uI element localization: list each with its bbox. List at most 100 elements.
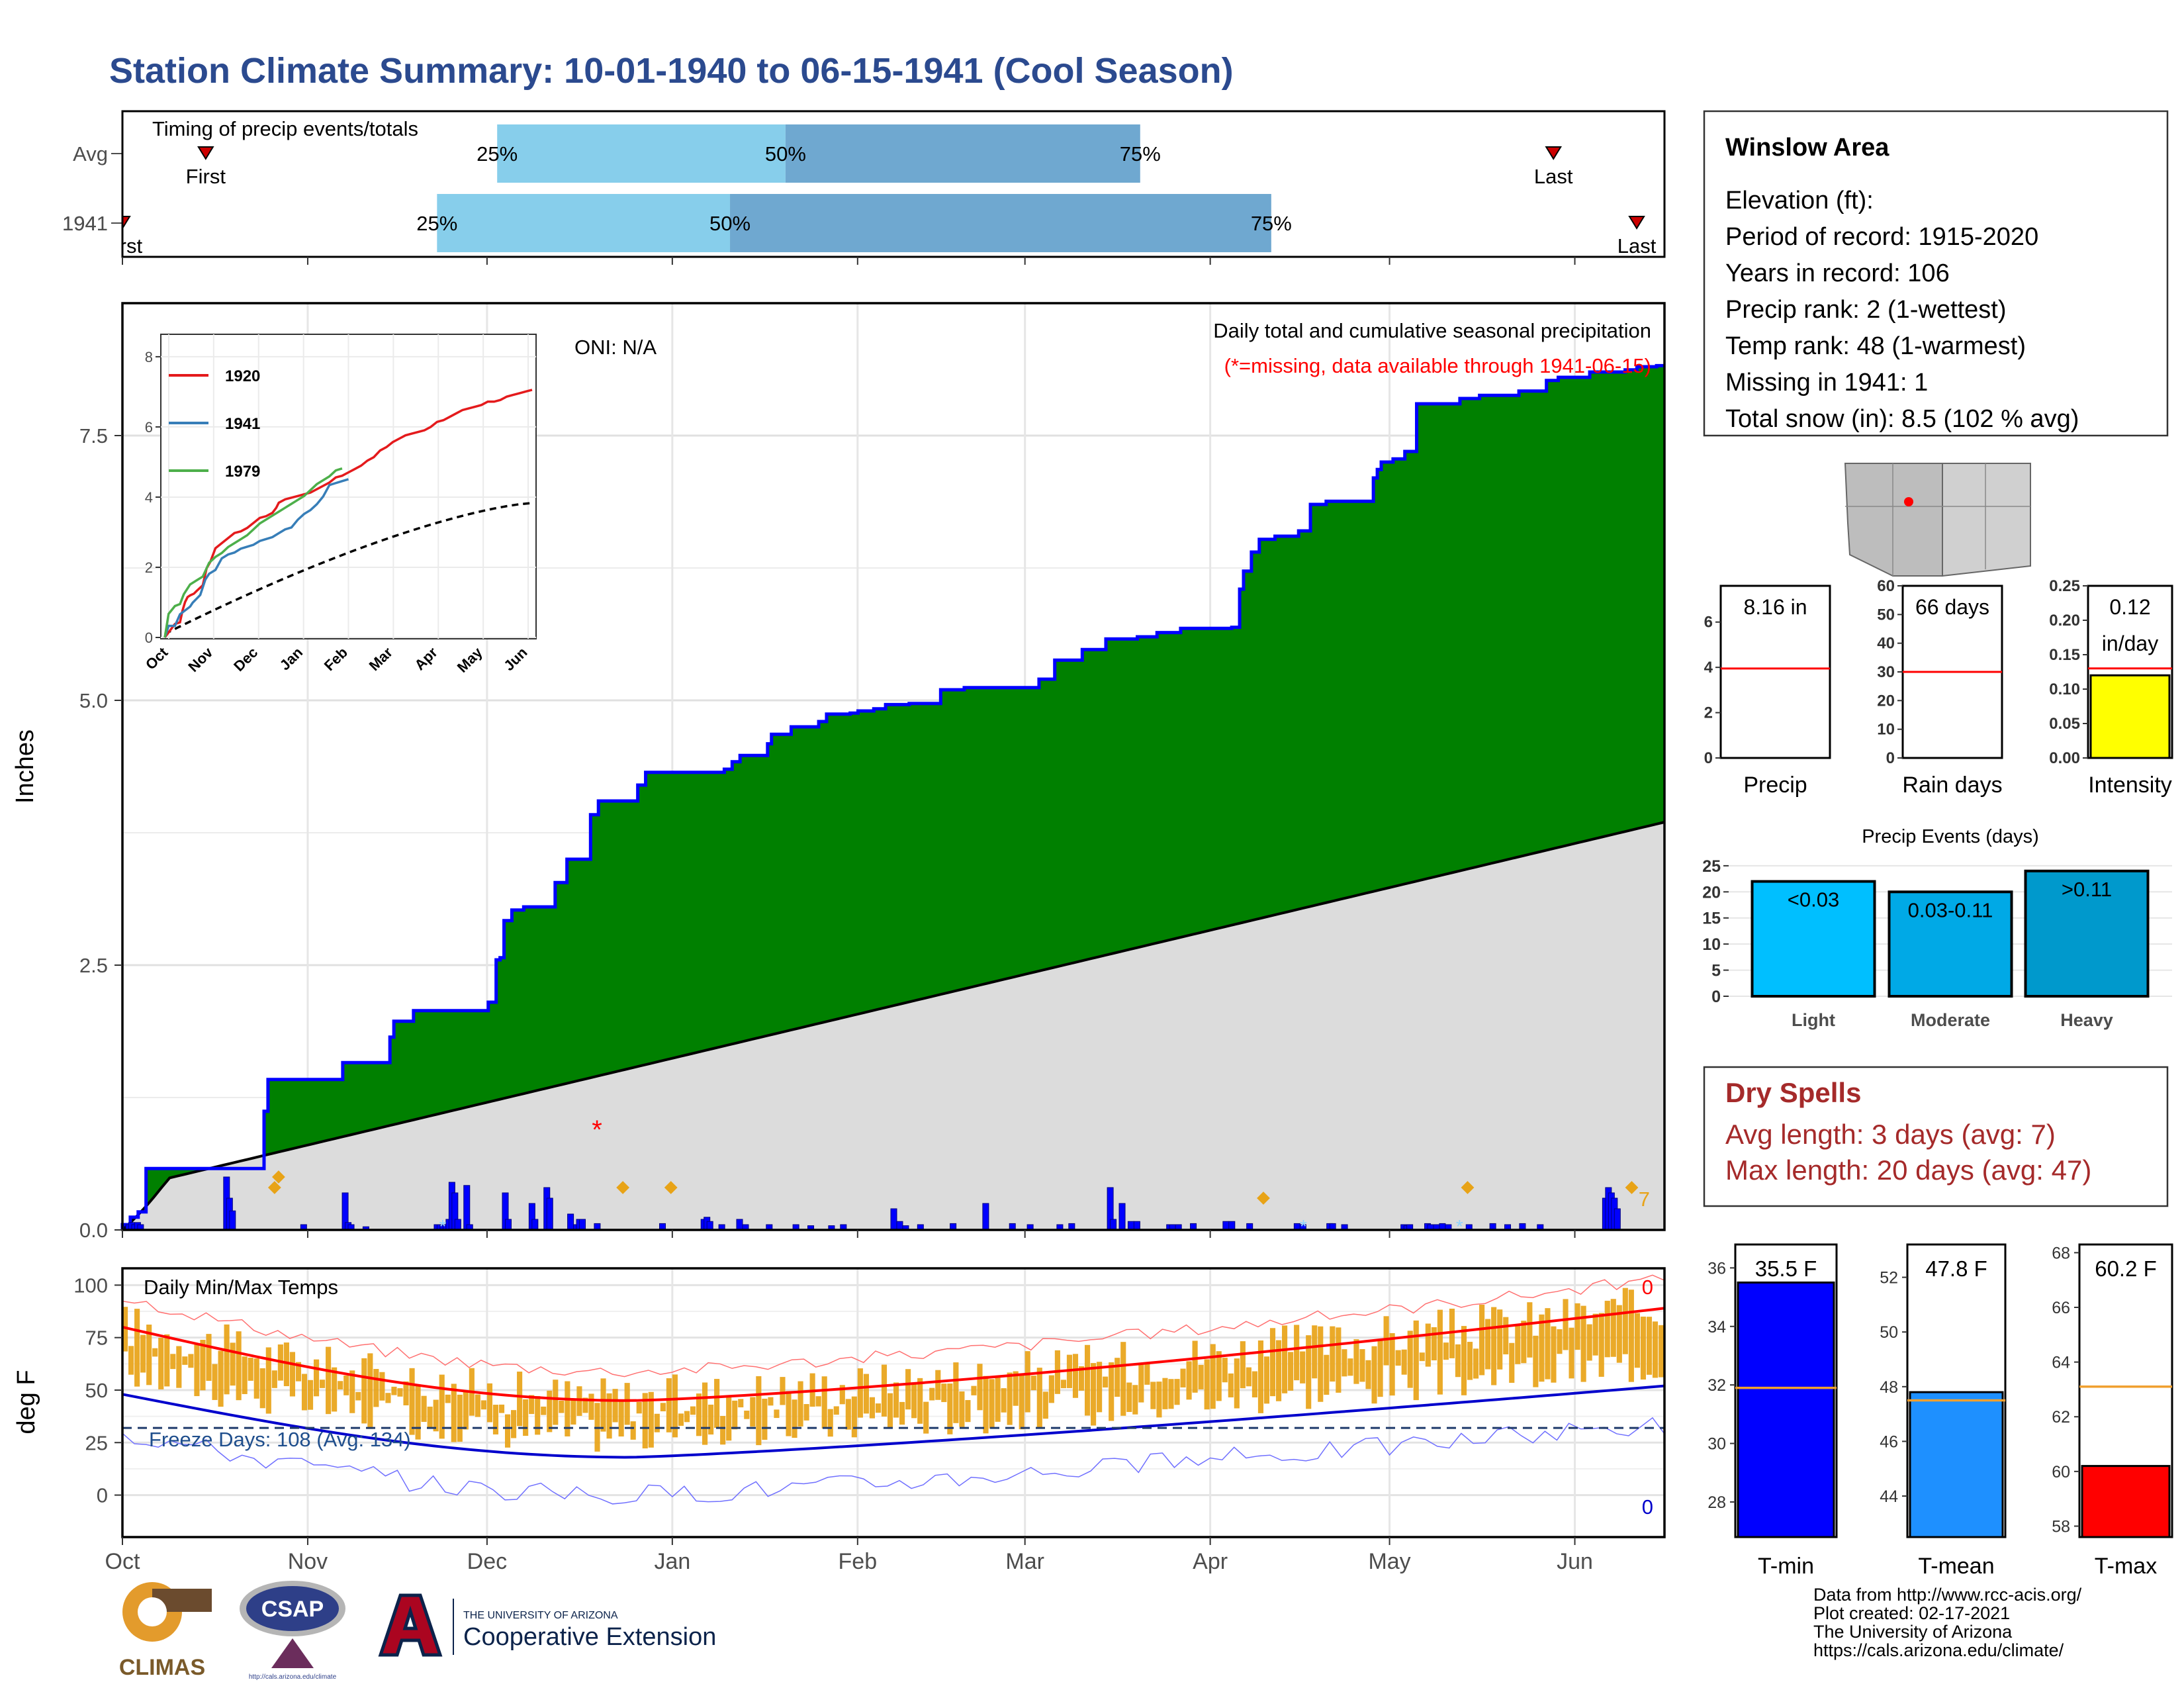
temps-daily-range-bar xyxy=(433,1399,439,1432)
temps-daily-range-bar xyxy=(666,1378,672,1432)
temps-daily-range-bar xyxy=(1168,1379,1174,1409)
dry-frame xyxy=(1703,1066,2169,1207)
temps-y-axis-label: deg F xyxy=(13,1370,40,1434)
temps-daily-range-bar xyxy=(128,1346,134,1375)
temps-daily-range-bar xyxy=(576,1386,582,1416)
temps-daily-range-bar xyxy=(188,1354,194,1368)
temps-daily-range-bar xyxy=(660,1403,666,1412)
events-y-tick-label: 10 xyxy=(1702,935,1721,954)
temp-bar-tick-label: 32 xyxy=(1707,1376,1726,1395)
events-title: Precip Events (days) xyxy=(1862,826,2039,847)
inset-series-line-1941 xyxy=(163,478,349,638)
timing-first-label: First xyxy=(186,165,226,188)
temps-daily-range-bar xyxy=(1551,1326,1557,1383)
temps-frame xyxy=(121,1267,1666,1538)
temps-daily-range-bar xyxy=(726,1397,732,1441)
summary-bar-tick-label: 0.25 xyxy=(2049,577,2080,595)
temps-daily-range-bar xyxy=(959,1391,965,1427)
temps-daily-range-bar xyxy=(1461,1326,1467,1395)
timing-label: Timing of precip events/totals xyxy=(152,117,418,140)
precip-summary-bars: 0 2 4 6 8.16 in Precip 0 10 20 30 40 50 60 66 days Rai… xyxy=(1704,577,2173,798)
temps-record-high-line xyxy=(122,1274,1665,1378)
ua-logo-line1: THE UNIVERSITY OF ARIZONA xyxy=(463,1610,618,1621)
precip-trace-mark: * xyxy=(1456,1216,1463,1237)
climas-logo-text: CLIMAS xyxy=(119,1655,205,1680)
temps-daily-range-bar xyxy=(122,1307,128,1352)
temps-daily-range-bar xyxy=(1162,1378,1168,1409)
temps-daily-range-bar xyxy=(1347,1358,1353,1376)
temps-daily-range-bar xyxy=(995,1378,1001,1422)
temps-daily-range-bar xyxy=(451,1383,457,1442)
inset-y-tick-label: 4 xyxy=(145,489,153,506)
events-bar-label: >0.11 xyxy=(2062,878,2112,901)
temps-daily-range-bar xyxy=(338,1381,343,1389)
station-info-box: Winslow Area Elevation (ft): Period of rec… xyxy=(1703,110,2169,437)
temp-bar-t-min xyxy=(1737,1281,1835,1538)
temps-daily-range-bar xyxy=(391,1386,397,1395)
temps-daily-range-bar xyxy=(618,1400,624,1437)
timing-row-label: 1941 xyxy=(62,212,108,235)
temps-y-tick-label: 25 xyxy=(85,1431,108,1454)
month-axis-label: Nov xyxy=(288,1549,328,1574)
temps-daily-range-bar xyxy=(720,1416,726,1445)
summary-bar-tick-label: 10 xyxy=(1877,721,1895,739)
temps-daily-range-bar xyxy=(1407,1331,1413,1388)
temps-daily-range-bar xyxy=(1413,1320,1419,1401)
temps-daily-range-bar xyxy=(480,1400,486,1410)
temps-daily-range-bar xyxy=(1103,1376,1109,1388)
info-frame xyxy=(1703,110,2169,437)
temps-daily-range-bar xyxy=(1467,1342,1473,1380)
temps-daily-range-bar xyxy=(176,1346,182,1388)
temps-daily-range-bar xyxy=(385,1393,391,1403)
summary-bar-tick-label: 40 xyxy=(1877,635,1895,653)
inset-legend-label: 1941 xyxy=(225,415,260,433)
temps-daily-range-bar xyxy=(1545,1308,1551,1380)
month-axis-label: Mar xyxy=(1005,1549,1044,1574)
temps-daily-range-bar xyxy=(283,1342,289,1387)
inset-legend-label: 1979 xyxy=(225,463,260,481)
temps-daily-range-bar xyxy=(248,1358,253,1381)
temps-daily-range-bar xyxy=(672,1374,678,1438)
precip-trace-mark: * xyxy=(439,1216,446,1237)
temps-daily-range-bar xyxy=(702,1382,708,1445)
temps-daily-range-bar xyxy=(1359,1349,1365,1382)
temps-daily-range-bar xyxy=(517,1372,523,1427)
precip-daily-bar xyxy=(463,1185,471,1231)
temps-daily-range-bar xyxy=(1318,1326,1324,1402)
temps-daily-range-bar xyxy=(1395,1350,1401,1366)
temps-daily-range-bar xyxy=(780,1377,786,1405)
events-category-label: Moderate xyxy=(1911,1010,1990,1030)
summary-bar-tick-label: 0.05 xyxy=(2049,715,2080,733)
temps-daily-range-bar xyxy=(1078,1366,1085,1391)
temps-daily-range-bar xyxy=(1024,1351,1030,1413)
timing-panel: Timing of precip events/totals Avg 25% 50% 7… xyxy=(62,110,1666,265)
temps-daily-range-bar xyxy=(218,1350,224,1407)
temps-y-tick-label: 0 xyxy=(97,1484,108,1507)
info-line: Period of record: 1915-2020 xyxy=(1725,223,2038,251)
temps-daily-range-bar xyxy=(977,1364,983,1411)
precip-y-tick-label: 2.5 xyxy=(79,954,108,977)
timing-q25-label: 25% xyxy=(416,212,457,235)
precip-event-count: 7 xyxy=(1639,1188,1650,1211)
summary-bar-value: 66 days xyxy=(1915,595,1989,619)
temp-bar-tick-label: 30 xyxy=(1707,1435,1726,1454)
temp-bar-tick-label: 60 xyxy=(2052,1463,2070,1481)
temps-daily-range-bar xyxy=(648,1391,654,1448)
dry-spells-box: Dry Spells Avg length: 3 days (avg: 7) Max… xyxy=(1703,1066,2169,1207)
summary-bar-tick-label: 0.00 xyxy=(2049,749,2080,767)
temps-daily-range-bar xyxy=(642,1393,648,1449)
temps-daily-range-bar xyxy=(1598,1313,1604,1377)
temps-daily-range-bar xyxy=(1455,1344,1461,1378)
temp-bar-tick-label: 44 xyxy=(1880,1487,1898,1506)
temps-daily-range-bar xyxy=(1091,1363,1097,1426)
precip-daily-bar xyxy=(531,1219,539,1231)
temps-daily-range-bar xyxy=(971,1385,977,1395)
temps-daily-range-bar xyxy=(1216,1351,1222,1401)
temp-bar-tick-label: 52 xyxy=(1880,1269,1898,1288)
inset-series-line-1979 xyxy=(163,467,343,638)
temps-panel: 0 25 50 75 100 Oct Nov Dec Jan Feb Mar Apr May Jun deg… xyxy=(13,1267,1666,1574)
oni-label: ONI: N/A xyxy=(574,336,657,359)
temps-daily-range-bar xyxy=(1383,1316,1389,1366)
timing-left-mask xyxy=(99,199,122,265)
temps-daily-range-bar xyxy=(361,1358,367,1424)
